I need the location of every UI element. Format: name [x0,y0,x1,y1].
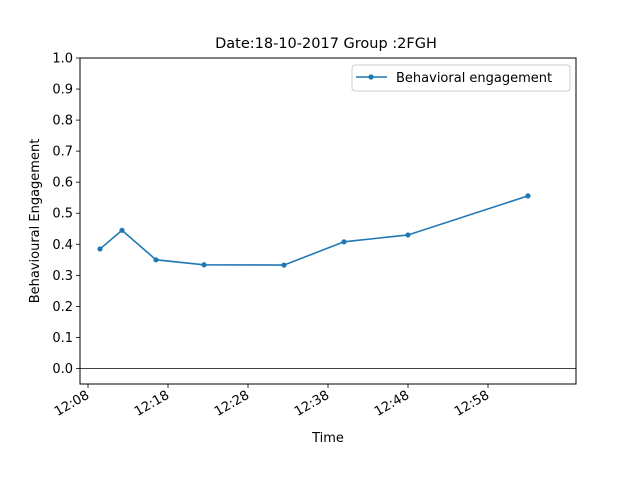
legend: Behavioral engagement [351,64,571,92]
series-line [99,195,529,266]
y-tick-label: 0.1 [52,331,73,346]
y-tick-label: 0.2 [52,300,73,315]
x-tick-label: 12:58 [452,388,492,420]
data-point [341,239,347,245]
data-point [153,257,159,263]
x-tick-label: 12:18 [132,388,172,420]
data-point [405,232,411,238]
y-tick-label: 0.9 [52,83,73,98]
data-point [281,262,287,268]
legend-label: Behavioral engagement [396,71,552,86]
y-tick-label: 0.5 [52,207,73,222]
y-tick-label: 0.6 [52,176,73,191]
series-layer [97,193,531,268]
y-tick-label: 0.0 [52,362,73,377]
y-tick-label: 0.8 [52,114,73,129]
x-axis-label: Time [311,431,344,446]
legend-marker [368,74,374,80]
data-point [97,246,103,252]
plot-frame [79,57,577,385]
x-tick-label: 12:08 [52,388,92,420]
x-tick-label: 12:38 [292,388,332,420]
data-point [201,262,207,268]
y-tick-label: 0.3 [52,269,73,284]
legend-box [351,64,571,92]
chart-title: Date:18-10-2017 Group :2FGH [215,36,437,52]
x-tick-label: 12:28 [212,388,252,420]
data-point [119,227,125,233]
data-point [525,193,531,199]
x-tick-label: 12:48 [372,388,412,420]
y-tick-label: 0.4 [52,238,73,253]
y-axis-label: Behavioural Engagement [28,139,43,304]
y-axis-ticks: 0.0 0.1 0.2 0.3 0.4 0.5 0.6 0.7 0.8 0.9 1.0 [52,52,80,377]
y-tick-label: 0.7 [52,145,73,160]
x-axis-ticks: 12:08 12:18 12:28 12:38 12:48 12:58 [52,384,492,420]
y-tick-label: 1.0 [52,52,73,67]
